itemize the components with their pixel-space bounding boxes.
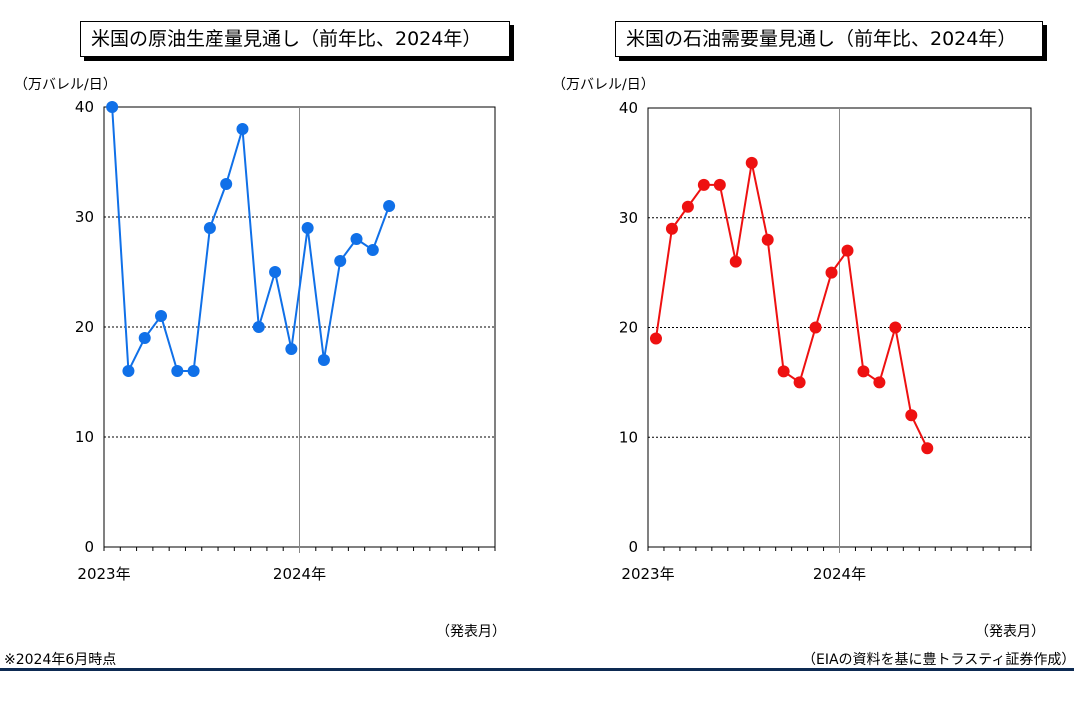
right-data-point: [682, 201, 694, 213]
right-data-point: [810, 322, 822, 334]
right-data-point: [714, 179, 726, 191]
right-y-tick-label: 10: [619, 428, 638, 446]
right-x-tick-label: 2024年: [813, 565, 866, 583]
right-data-point: [650, 332, 662, 344]
right-x-unit-label: （発表月）: [975, 621, 1045, 641]
right-data-point: [841, 245, 853, 257]
right-data-point: [921, 442, 933, 454]
right-data-point: [857, 365, 869, 377]
right-data-point: [905, 409, 917, 421]
left-x-unit-label: （発表月）: [436, 621, 506, 641]
right-data-point: [730, 256, 742, 268]
footer-rule: [0, 668, 1074, 671]
right-data-point: [746, 157, 758, 169]
as-of-note: ※2024年6月時点: [4, 649, 116, 669]
right-series-line: [656, 163, 927, 448]
right-data-point: [762, 234, 774, 246]
right-y-tick-label: 40: [619, 99, 638, 117]
right-data-point: [666, 223, 678, 235]
right-y-tick-label: 20: [619, 319, 638, 337]
right-x-tick-label: 2023年: [621, 565, 674, 583]
right-data-point: [826, 267, 838, 279]
right-data-point: [698, 179, 710, 191]
right-y-tick-label: 0: [628, 538, 638, 556]
right-data-point: [778, 365, 790, 377]
right-data-point: [889, 322, 901, 334]
right-data-point: [794, 376, 806, 388]
source-note: （EIAの資料を基に豊トラスティ証券作成）: [802, 649, 1074, 669]
right-data-point: [873, 376, 885, 388]
right-y-tick-label: 30: [619, 209, 638, 227]
